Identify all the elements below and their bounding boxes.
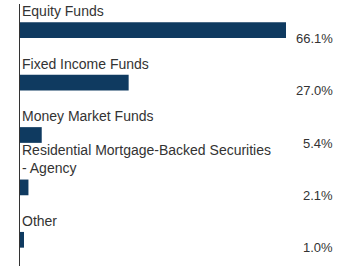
svg-text:2.1%: 2.1% — [303, 188, 333, 203]
svg-text:1.0%: 1.0% — [303, 240, 333, 255]
svg-text:Residential Mortgage-Backed Se: Residential Mortgage-Backed Securities- … — [22, 142, 271, 176]
svg-text:Fixed Income Funds: Fixed Income Funds — [22, 56, 149, 72]
svg-text:Equity Funds: Equity Funds — [22, 3, 104, 19]
svg-text:Other: Other — [22, 213, 57, 229]
svg-text:Money Market Funds: Money Market Funds — [22, 108, 154, 124]
svg-text:27.0%: 27.0% — [296, 83, 333, 98]
svg-text:5.4%: 5.4% — [303, 136, 333, 151]
svg-text:66.1%: 66.1% — [296, 31, 333, 46]
